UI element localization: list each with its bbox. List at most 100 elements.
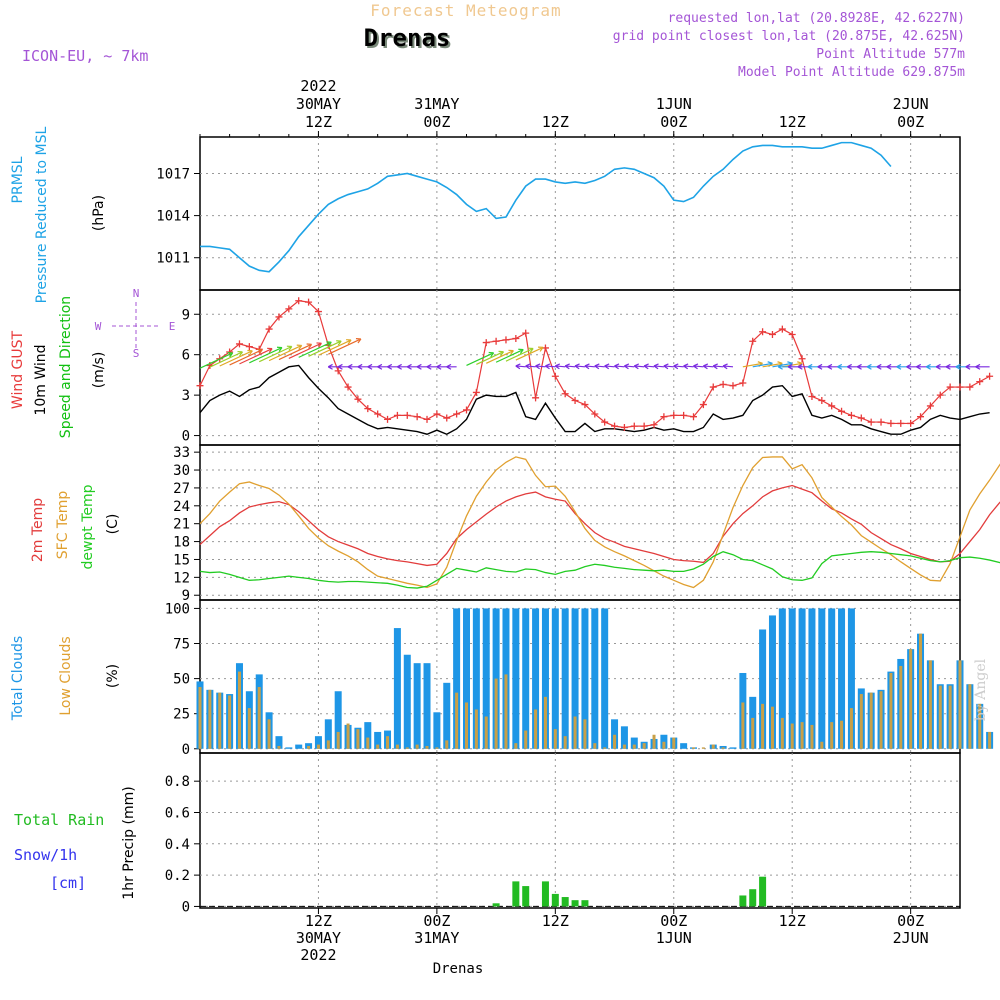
pressure-reduced-label: Pressure Reduced to MSL	[34, 126, 50, 303]
compass-north: N	[133, 287, 140, 300]
wind-gust-marker	[739, 379, 747, 387]
low-cloud-bar	[504, 674, 508, 749]
precip-ytick-label: 0.6	[165, 805, 190, 821]
wind-gust-marker	[729, 382, 737, 390]
temp-2m-label: 2m Temp	[30, 498, 46, 562]
low-cloud-bar	[741, 702, 745, 749]
wind-gust-marker	[393, 411, 401, 419]
low-cloud-bar	[642, 743, 646, 749]
credit-wrap: by Angel	[973, 658, 989, 721]
low-cloud-bar	[543, 696, 547, 749]
rain-bar	[522, 886, 530, 907]
total-cloud-bar	[561, 608, 569, 749]
wind-gust-marker	[433, 410, 441, 418]
speed-direction-label: Speed and Direction	[58, 296, 74, 438]
precip-ytick-label: 0.4	[165, 837, 190, 853]
dewpt-line	[199, 551, 1000, 589]
wind-direction-arrow	[702, 363, 714, 370]
hpa-unit-label: (hPa)	[91, 195, 107, 231]
wind-gust-marker	[670, 411, 678, 419]
rain-bar	[759, 876, 767, 907]
sfc-temp-label: SFC Temp	[55, 491, 71, 560]
low-cloud-bar	[810, 724, 814, 749]
bottom-axis-label: 1JUN	[656, 929, 692, 947]
low-cloud-bar	[692, 747, 696, 749]
bottom-axis-label: 12Z	[542, 912, 569, 930]
wind-direction-arrow	[545, 363, 556, 370]
wind-direction-arrow	[495, 348, 524, 363]
low-cloud-bar	[711, 744, 715, 749]
temp-ytick-label: 18	[173, 535, 190, 551]
pct-label-wrap: (%)	[105, 664, 121, 688]
wind-gust-marker	[818, 397, 826, 405]
wind-gust-marker	[828, 402, 836, 410]
wind-gust-marker	[403, 411, 411, 419]
top-axis-label: 00Z	[660, 113, 687, 131]
low-cloud-bar	[484, 716, 488, 749]
total-cloud-bar	[364, 722, 372, 749]
low-cloud-bar	[445, 740, 449, 749]
total-cloud-bar	[374, 731, 382, 749]
total-cloud-bar	[512, 608, 520, 749]
wind-direction-arrow	[426, 363, 437, 370]
wind-gust-marker	[897, 419, 905, 427]
wind-direction-arrow	[515, 363, 526, 370]
total-cloud-label-wrap: Total Clouds	[10, 636, 26, 721]
wind-direction-arrow	[564, 363, 576, 370]
total-cloud-bar	[581, 608, 589, 749]
top-axis-label: 00Z	[423, 113, 450, 131]
pressure-ytick-label: 1011	[156, 251, 190, 267]
wind-gust-marker	[719, 380, 727, 388]
total-cloud-bar	[620, 726, 628, 749]
low-cloud-bar	[830, 722, 834, 749]
wind-direction-arrow	[505, 347, 534, 362]
wind-gust-marker	[946, 383, 954, 391]
footer-station: Drenas	[433, 961, 484, 977]
wind-direction-arrow	[663, 363, 674, 370]
direction-label-wrap: Speed and Direction	[58, 296, 74, 438]
low-cloud-bar	[879, 691, 883, 749]
total-cloud-bar	[275, 736, 283, 749]
low-cloud-bar	[958, 660, 962, 749]
low-cloud-bar	[721, 747, 725, 749]
low-cloud-bar	[316, 744, 320, 749]
total-cloud-bar	[462, 608, 470, 749]
wind-direction-arrow	[337, 363, 349, 370]
wind-gust-marker	[265, 325, 273, 333]
wind-gust-marker	[462, 406, 470, 414]
wind-gust-marker	[581, 401, 589, 409]
bottom-axis-label: 00Z	[660, 912, 687, 930]
model-label: ICON-EU, ~ 7km	[22, 47, 148, 65]
prmsl-label: PRMSL	[10, 156, 26, 203]
low-cloud-bar	[869, 692, 873, 749]
low-cloud-bar	[553, 729, 557, 749]
meteogram-subtitle: Forecast Meteogram	[370, 1, 561, 20]
bottom-axis-label: 2022	[300, 946, 336, 964]
total-cloud-bar	[314, 736, 322, 749]
ms-label-wrap: (m/s)	[91, 352, 107, 389]
low-cloud-bar	[356, 729, 360, 749]
total-clouds-label: Total Clouds	[10, 636, 26, 721]
total-cloud-bar	[630, 737, 638, 749]
wind10-label-wrap: 10m Wind	[33, 344, 49, 415]
low-cloud-bar	[672, 737, 676, 749]
top-axis-label: 00Z	[897, 113, 924, 131]
point-altitude: Point Altitude 577m	[816, 47, 965, 62]
wind-gust-marker	[917, 413, 925, 421]
wind-direction-arrow	[377, 363, 388, 370]
total-cloud-bar	[838, 608, 846, 749]
rain-bar	[551, 893, 559, 907]
wind-direction-arrow	[396, 363, 408, 370]
wind-gust-marker	[749, 337, 757, 345]
model-point-altitude: Model Point Altitude 629.875m	[738, 65, 965, 80]
total-cloud-bar	[492, 608, 500, 749]
percent-unit-label: (%)	[105, 664, 121, 688]
celsius-unit-label: (C)	[105, 514, 121, 535]
dewpt-label-wrap: dewpt Temp	[80, 484, 96, 569]
temp-frame	[199, 444, 961, 601]
wind-gust-marker	[522, 329, 530, 337]
ms-unit-label: (m/s)	[91, 352, 107, 389]
wind-direction-arrow	[347, 363, 358, 370]
wind-gust-marker	[443, 414, 451, 422]
wind-gust-marker	[690, 413, 698, 421]
